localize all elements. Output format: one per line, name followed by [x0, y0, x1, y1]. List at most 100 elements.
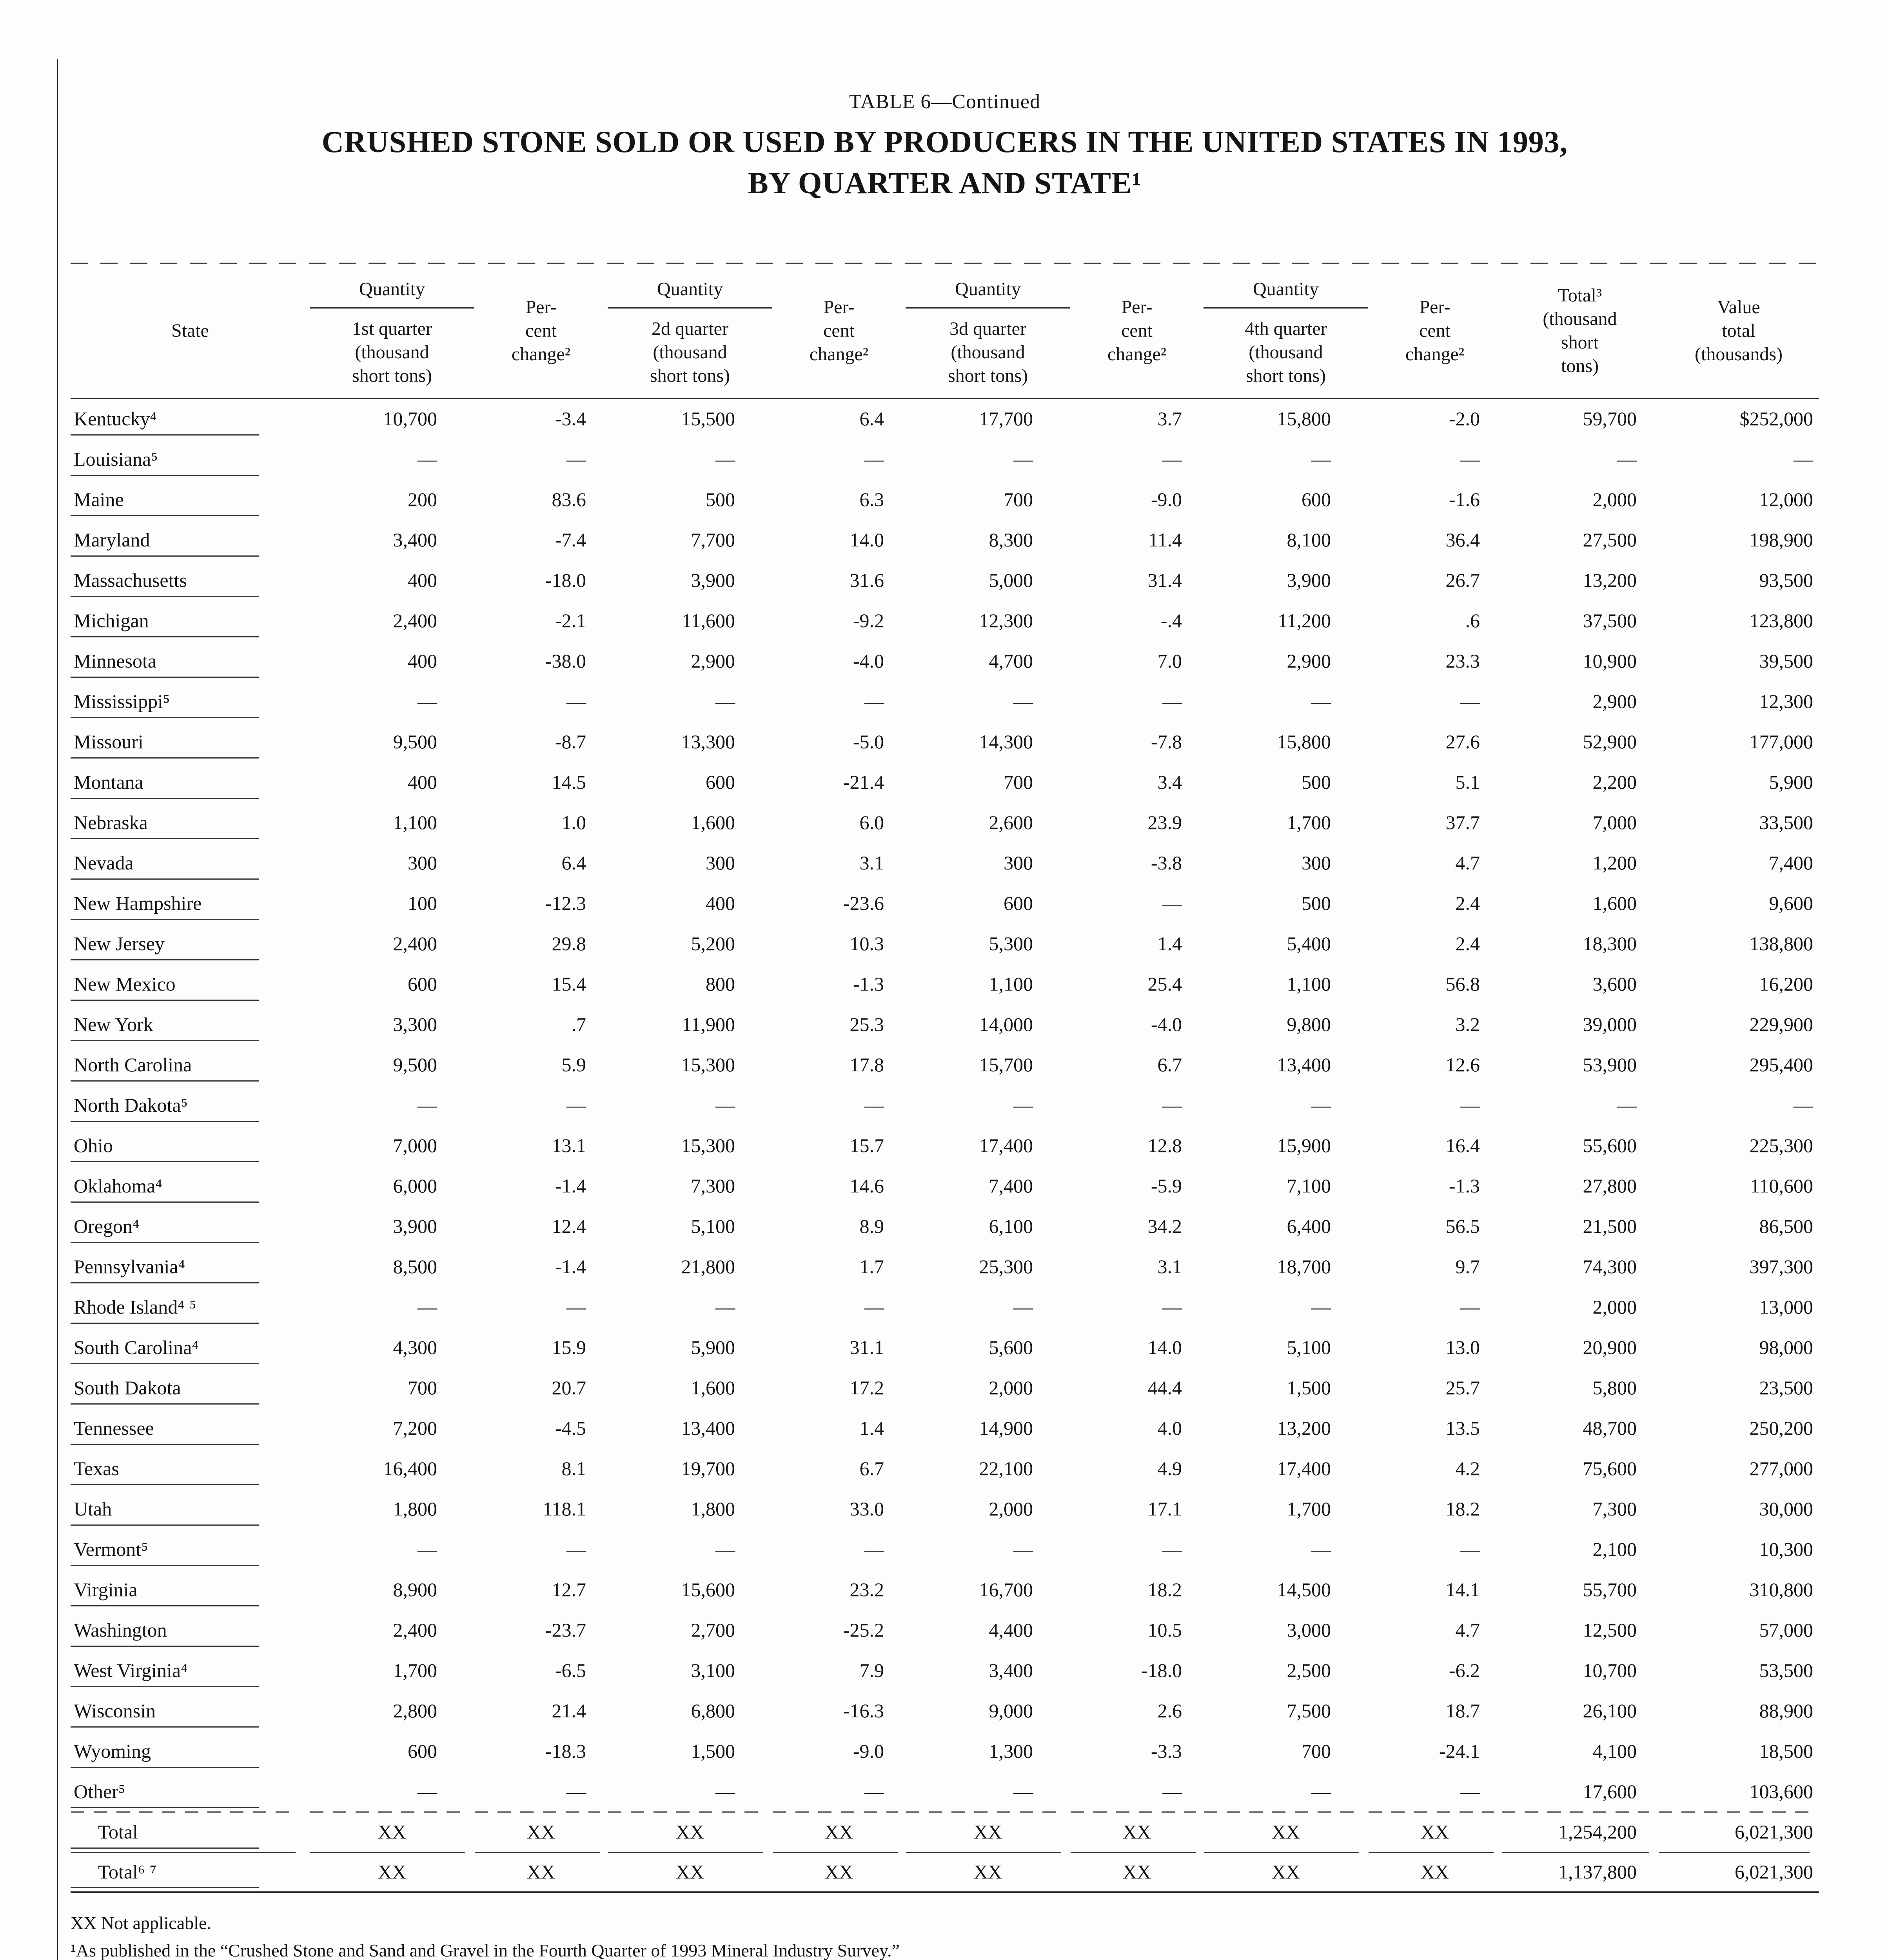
- q4-percent-cell: 36.4: [1445, 528, 1480, 551]
- q4-quantity-cell: —: [1311, 1780, 1331, 1802]
- total-cell: 39,000: [1583, 1013, 1637, 1035]
- q2-quantity-cell: 6,800: [691, 1699, 735, 1722]
- q3-percent-cell: -5.9: [1151, 1174, 1182, 1197]
- q1-percent-cell: 12.7: [552, 1578, 586, 1601]
- state-cell: Oklahoma⁴: [71, 1165, 310, 1206]
- value-cell: 198,900: [1749, 528, 1814, 551]
- value-cell: 110,600: [1750, 1174, 1813, 1197]
- q2-quantity-cell: 15,300: [681, 1134, 735, 1156]
- q1-percent-cell: 29.8: [552, 932, 586, 955]
- q4-percent-cell: 12.6: [1445, 1053, 1480, 1076]
- q4-quantity-cell: 13,200: [1277, 1417, 1331, 1439]
- value-cell: —: [1794, 1094, 1813, 1116]
- q3-percent-cell: —: [1162, 1094, 1182, 1116]
- value-cell: 6,021,300: [1658, 1811, 1819, 1852]
- q3-quantity-cell: 14,900: [979, 1417, 1033, 1439]
- q2-percent-cell: 14.0: [850, 528, 884, 551]
- q2-percent-cell: 17.8: [850, 1053, 884, 1076]
- q2-percent-cell: 10.3: [850, 932, 884, 955]
- col-header-quantity-q3: Quantity: [906, 264, 1070, 309]
- q4-quantity-cell: 18,700: [1277, 1255, 1331, 1278]
- q3-quantity-cell: 17,700: [979, 408, 1033, 430]
- q1-percent-cell: 5.9: [561, 1053, 586, 1076]
- table-row: Montana 400 14.5 600 -21.4 700 3.4 500 5…: [71, 762, 1819, 802]
- col-header-value: Value total (thousands): [1658, 264, 1819, 399]
- state-cell: North Dakota⁵: [71, 1085, 310, 1125]
- q4-quantity-cell: 8,100: [1287, 528, 1331, 551]
- q1-quantity-cell: 9,500: [393, 730, 438, 753]
- value-cell: 12,300: [1759, 690, 1814, 712]
- q3-percent-cell: -3.3: [1151, 1740, 1182, 1762]
- table-row: Virginia 8,900 12.7 15,600 23.2 16,700 1…: [71, 1569, 1819, 1610]
- total-cell: 7,000: [1592, 811, 1637, 833]
- table-row: North Carolina 9,500 5.9 15,300 17.8 15,…: [71, 1044, 1819, 1085]
- q3-quantity-cell: 3,400: [989, 1659, 1033, 1681]
- q1-quantity-cell: 3,900: [393, 1215, 438, 1237]
- q4-percent-cell: 23.3: [1445, 650, 1480, 672]
- table-row: Nevada 300 6.4 300 3.1 300 -3.8 300 4.7 …: [71, 842, 1819, 883]
- col-header-total: Total³ (thousand short tons): [1501, 264, 1658, 399]
- q3-percent-cell: 44.4: [1147, 1376, 1182, 1399]
- table-row-total: Total⁶ ⁷ XX XX XX XX XX XX XX XX 1,137,8…: [71, 1852, 1819, 1893]
- total-cell: 59,700: [1583, 408, 1637, 430]
- state-cell: Total: [71, 1811, 310, 1852]
- q1-quantity-cell: 400: [408, 771, 437, 793]
- q1-quantity-cell: 2,800: [393, 1699, 438, 1722]
- col-header-percent-q3: Per- cent change²: [1070, 264, 1204, 399]
- q1-percent-cell: 83.6: [552, 488, 586, 510]
- total-cell: 27,800: [1583, 1174, 1637, 1197]
- table-row: Washington 2,400 -23.7 2,700 -25.2 4,400…: [71, 1610, 1819, 1650]
- q1-percent-cell: -1.4: [555, 1174, 586, 1197]
- q3-percent-cell: 3.4: [1157, 771, 1182, 793]
- total-cell: 1,254,200: [1501, 1811, 1658, 1852]
- q1-percent-cell: -6.5: [555, 1659, 586, 1681]
- value-cell: 229,900: [1749, 1013, 1814, 1035]
- q3-quantity-cell: 300: [1004, 851, 1033, 874]
- q2-quantity-cell: —: [715, 690, 735, 712]
- value-cell: 16,200: [1759, 973, 1814, 995]
- q1-percent-cell: 1.0: [561, 811, 586, 833]
- q2-quantity-cell: 15,600: [681, 1578, 735, 1601]
- state-cell: Massachusetts: [71, 560, 310, 600]
- q1-percent-cell: 118.1: [543, 1497, 586, 1520]
- state-cell: New Mexico: [71, 964, 310, 1004]
- total-cell: 2,000: [1592, 1296, 1637, 1318]
- q2-percent-cell: —: [864, 1780, 884, 1802]
- q3-percent-cell: -.4: [1160, 609, 1182, 632]
- q3-quantity-cell: 5,300: [989, 932, 1033, 955]
- q4-percent-cell: 56.8: [1445, 973, 1480, 995]
- state-cell: Texas: [71, 1448, 310, 1488]
- table-body: Kentucky⁴ 10,700 -3.4 15,500 6.4 17,700 …: [71, 398, 1819, 1893]
- q2-percent-cell: —: [864, 1094, 884, 1116]
- q2-percent-cell: 1.4: [859, 1417, 884, 1439]
- q2-quantity-cell: 1,800: [691, 1497, 735, 1520]
- q3-percent-cell: -7.8: [1151, 730, 1182, 753]
- total-cell: 1,200: [1592, 851, 1637, 874]
- q3-quantity-cell: 16,700: [979, 1578, 1033, 1601]
- q2-quantity-cell: —: [715, 1780, 735, 1802]
- state-cell: Mississippi⁵: [71, 681, 310, 721]
- state-cell: Louisiana⁵: [71, 439, 310, 479]
- q4-percent-cell: —: [1460, 448, 1480, 470]
- q2-quantity-cell: 1,600: [691, 811, 735, 833]
- value-cell: 177,000: [1749, 730, 1814, 753]
- q3-percent-cell: 3.7: [1157, 408, 1182, 430]
- q1-percent-cell: 15.9: [552, 1336, 586, 1358]
- q2-percent-cell: -5.0: [853, 730, 884, 753]
- q3-percent-cell: 10.5: [1147, 1619, 1182, 1641]
- q2-quantity-cell: —: [715, 1296, 735, 1318]
- page-title-line2: BY QUARTER AND STATE¹: [748, 166, 1142, 200]
- q1-quantity-cell: 3,400: [393, 528, 438, 551]
- col-header-percent-q4: Per- cent change²: [1368, 264, 1501, 399]
- col-header-quantity-q2: Quantity: [608, 264, 772, 309]
- state-cell: Washington: [71, 1610, 310, 1650]
- value-cell: 33,500: [1759, 811, 1814, 833]
- q2-quantity-cell: —: [715, 448, 735, 470]
- q2-quantity-cell: 5,900: [691, 1336, 735, 1358]
- q2-quantity-cell: 300: [706, 851, 735, 874]
- total-cell: 4,100: [1592, 1740, 1637, 1762]
- table-row: Maryland 3,400 -7.4 7,700 14.0 8,300 11.…: [71, 519, 1819, 560]
- table-row: Louisiana⁵ — — — — — — — — — —: [71, 439, 1819, 479]
- table-row: Wyoming 600 -18.3 1,500 -9.0 1,300 -3.3 …: [71, 1731, 1819, 1771]
